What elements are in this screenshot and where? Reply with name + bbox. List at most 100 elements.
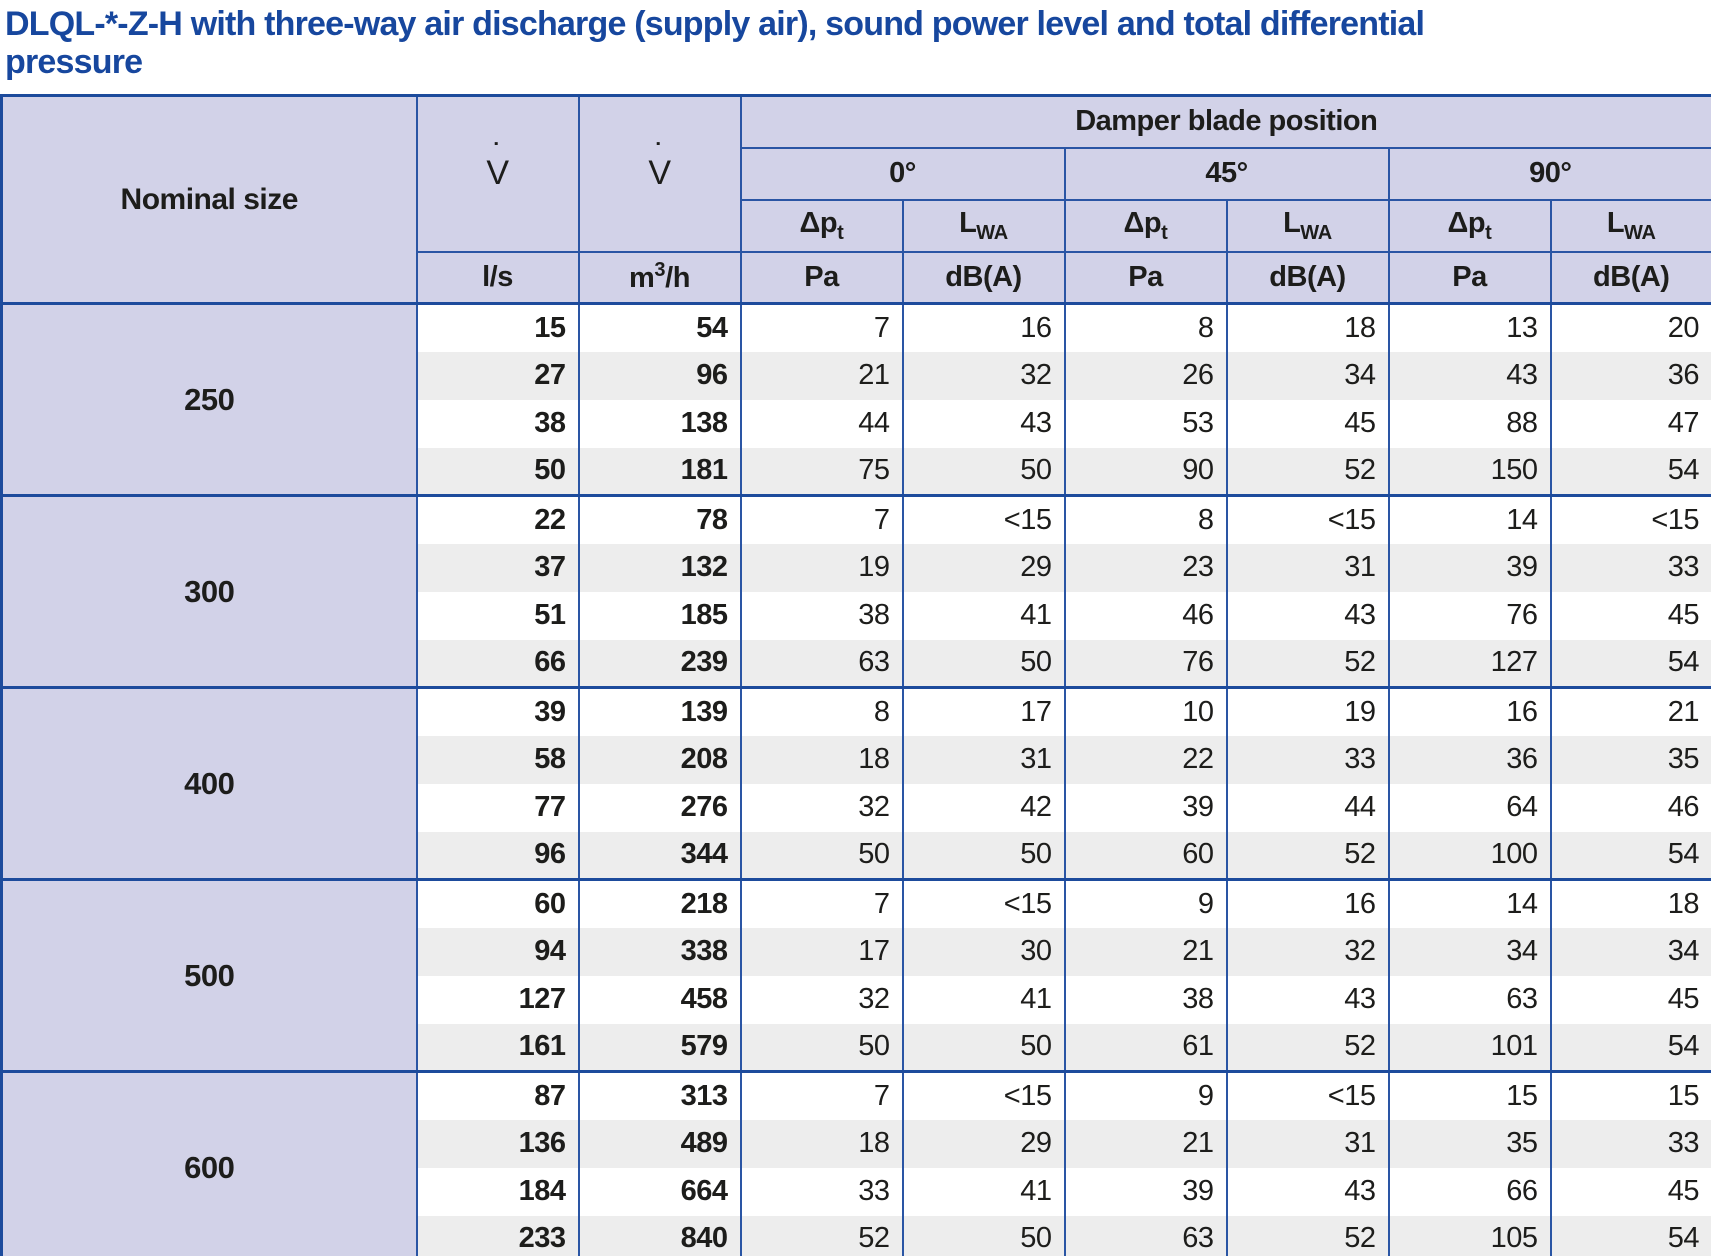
lwa-sub: WA	[1624, 221, 1656, 244]
table-cell: 31	[901, 735, 1066, 784]
flow-value-cell: 66	[415, 639, 580, 688]
unit-dba: dB(A)	[1225, 250, 1390, 305]
table-cell: 47	[1549, 399, 1711, 448]
flow-value-cell: 840	[577, 1215, 742, 1256]
lwa-sub: WA	[1300, 221, 1332, 244]
nominal-size-value: 500	[0, 879, 418, 1072]
lwa-base: L	[959, 206, 977, 239]
flow-value-cell: 139	[577, 687, 742, 736]
table-row: 500 60 218 7 <15 9 16 14 18	[0, 879, 1711, 1072]
lwa-base: L	[1283, 206, 1301, 239]
flow-value-cell: 218	[577, 879, 742, 928]
size-block-250: 250 15 54 7 16 8 18 13 20 27 96 21 32 26 34 43 36 38 138 44…	[0, 303, 1711, 496]
table-cell: 7	[739, 495, 904, 544]
flow-base: V	[648, 154, 671, 193]
table-row: 233 840 52 50 63 52 105 54	[2, 1215, 1711, 1256]
table-cell: 63	[739, 639, 904, 688]
table-cell: <15	[1225, 495, 1390, 544]
table-cell: 21	[1549, 687, 1711, 736]
table-cell: 39	[1387, 543, 1552, 592]
nominal-size-header: Nominal size	[0, 94, 418, 305]
table-cell: 32	[739, 975, 904, 1024]
m3h-rest: /h	[665, 262, 690, 295]
flow-value-cell: 96	[415, 831, 580, 880]
unit-dba: dB(A)	[1549, 250, 1711, 305]
table-cell: 39	[1063, 1167, 1228, 1216]
table-cell: 52	[1225, 1215, 1390, 1256]
flow-value-cell: 338	[577, 927, 742, 976]
table-cell: <15	[1549, 495, 1711, 544]
table-row: 136 489 18 29 21 31 35 33	[2, 1119, 1711, 1168]
lwa-base: L	[1606, 206, 1625, 239]
unit-pa: Pa	[1387, 250, 1552, 305]
table-cell: <15	[901, 879, 1066, 928]
dp-base: Δp	[1123, 206, 1162, 239]
table-cell: 21	[739, 351, 904, 400]
table-cell: 34	[1225, 351, 1390, 400]
flow-value-cell: 15	[415, 303, 580, 352]
table-cell: 45	[1549, 591, 1711, 640]
flow-value-cell: 489	[577, 1119, 742, 1168]
dp-sub: t	[1485, 221, 1492, 244]
table-cell: 33	[1549, 1119, 1711, 1168]
table-cell: 15	[1387, 1071, 1552, 1120]
header-row-units: l/s m3/h Pa dB(A) Pa dB(A) Pa dB(A)	[2, 250, 1711, 305]
table-cell: 32	[739, 783, 904, 832]
table-cell: 18	[1549, 879, 1711, 928]
dp-base: Δp	[799, 206, 838, 239]
flow-value-cell: 239	[577, 639, 742, 688]
table-row: 38 138 44 43 53 45 88 47	[2, 399, 1711, 448]
table-cell: 41	[901, 591, 1066, 640]
table-cell: 50	[739, 831, 904, 880]
flow-value-cell: 344	[577, 831, 742, 880]
table-row: 94 338 17 30 21 32 34 34	[2, 927, 1711, 976]
unit-m3h: m3/h	[577, 250, 742, 305]
table-cell: 54	[1549, 639, 1711, 688]
table-cell: 52	[1225, 831, 1390, 880]
table-cell: 18	[1225, 303, 1390, 352]
size-block-300: 300 22 78 7 <15 8 <15 14 <15 37 132 19 29 23 31 39 33 51 1…	[0, 495, 1711, 688]
table-row: 27 96 21 32 26 34 43 36	[2, 351, 1711, 400]
table-cell: 7	[739, 1071, 904, 1120]
table-cell: 90	[1063, 447, 1228, 496]
table-row: 161 579 50 50 61 52 101 54	[2, 1023, 1711, 1072]
page-title: DLQL-*-Z-H with three-way air discharge …	[5, 5, 1711, 81]
table-row: 600 87 313 7 <15 9 <15 15 15	[0, 1071, 1711, 1256]
table-row: 58 208 18 31 22 33 36 35	[2, 735, 1711, 784]
dp-t-header: Δpt	[739, 198, 904, 253]
flow-value-cell: 77	[415, 783, 580, 832]
table-cell: 34	[1549, 927, 1711, 976]
lwa-header: LWA	[901, 198, 1066, 253]
table-row: 400 39 139 8 17 10 19 16 21	[0, 687, 1711, 880]
table-cell: 13	[1387, 303, 1552, 352]
table-cell: 43	[901, 399, 1066, 448]
nominal-size-value: 250	[0, 303, 418, 496]
table-cell: 8	[1063, 303, 1228, 352]
flow-value-cell: 184	[415, 1167, 580, 1216]
flow-value-cell: 54	[577, 303, 742, 352]
table-cell: <15	[901, 1071, 1066, 1120]
table-cell: 50	[901, 1215, 1066, 1256]
lwa-header: LWA	[1549, 198, 1711, 253]
table-cell: 22	[1063, 735, 1228, 784]
table-cell: 63	[1063, 1215, 1228, 1256]
table-cell: 54	[1549, 447, 1711, 496]
table-cell: 34	[1387, 927, 1552, 976]
table-cell: 54	[1549, 1023, 1711, 1072]
flow-value-cell: 185	[577, 591, 742, 640]
flow-value-cell: 51	[415, 591, 580, 640]
table-row: 51 185 38 41 46 43 76 45	[2, 591, 1711, 640]
table-cell: 35	[1549, 735, 1711, 784]
dp-sub: t	[837, 221, 844, 244]
lwa-sub: WA	[976, 221, 1008, 244]
flow-symbol-m3h: ˙ V	[577, 94, 742, 253]
flow-value-cell: 78	[577, 495, 742, 544]
table-cell: 50	[901, 639, 1066, 688]
table-cell: 19	[739, 543, 904, 592]
unit-ls: l/s	[415, 250, 580, 305]
header-row-damper: Nominal size ˙ V ˙ V Damper blade position	[0, 94, 1711, 305]
table-cell: 44	[739, 399, 904, 448]
table-cell: 15	[1549, 1071, 1711, 1120]
flow-value-cell: 50	[415, 447, 580, 496]
table-cell: 7	[739, 303, 904, 352]
